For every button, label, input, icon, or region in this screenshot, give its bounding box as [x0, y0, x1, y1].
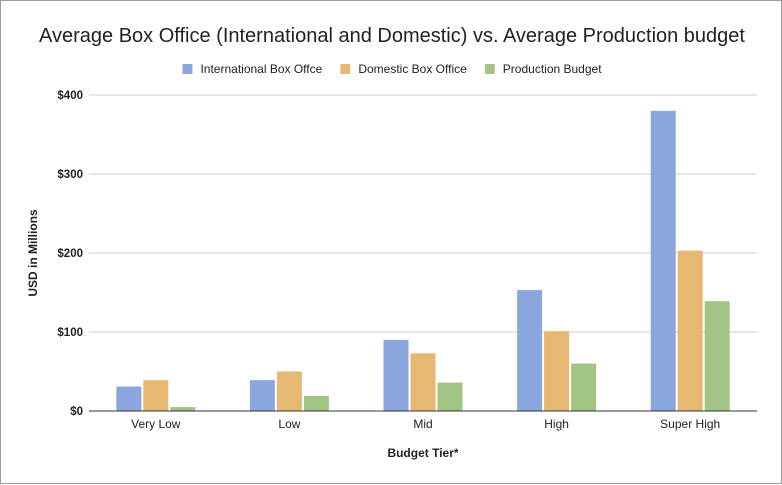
chart-title: Average Box Office (International and Do…: [39, 25, 745, 47]
bar-international-box-offce-super-high: [650, 110, 676, 412]
legend-swatch: [182, 64, 193, 74]
y-tick-label: $400: [57, 90, 83, 102]
gridlines: [89, 94, 757, 333]
bar-production-budget-super-high: [704, 301, 730, 411]
y-tick-label: $0: [70, 406, 83, 418]
bar-international-box-offce-high: [517, 290, 543, 411]
bar-domestic-box-office-low: [276, 371, 302, 411]
y-axis-ticks: $0 $100 $200 $300 $400: [57, 90, 83, 418]
bar-production-budget-high: [571, 363, 597, 411]
y-axis-label: USD in Millions: [26, 209, 40, 297]
y-tick-label: $100: [57, 327, 83, 339]
x-tick-label: Mid: [413, 417, 432, 431]
bar-production-budget-mid: [437, 382, 463, 411]
legend-swatch: [340, 64, 351, 74]
bar-international-box-offce-mid: [383, 339, 409, 411]
bar-production-budget-low: [303, 395, 329, 411]
x-axis-label: Budget Tier*: [387, 446, 458, 460]
legend-swatch: [484, 64, 495, 74]
legend-label: Domestic Box Office: [358, 62, 467, 76]
legend-label: Production Budget: [503, 62, 602, 76]
x-tick-label: Very Low: [131, 417, 181, 431]
bar-domestic-box-office-mid: [410, 353, 436, 411]
y-tick-label: $200: [57, 248, 83, 260]
bar-domestic-box-office-high: [544, 331, 570, 411]
legend-label: International Box Offce: [200, 62, 322, 76]
bar-international-box-offce-very-low: [116, 386, 142, 411]
bar-domestic-box-office-super-high: [677, 250, 703, 411]
x-tick-label: Low: [278, 417, 300, 431]
y-tick-label: $300: [57, 169, 83, 181]
bar-domestic-box-office-very-low: [143, 380, 169, 411]
bar-production-budget-very-low: [170, 407, 196, 411]
x-tick-label: High: [544, 417, 569, 431]
bars: [116, 110, 730, 412]
bar-international-box-offce-low: [249, 380, 275, 411]
x-tick-label: Super High: [660, 417, 720, 431]
legend: International Box Offce Domestic Box Offi…: [182, 62, 602, 76]
x-axis-ticks: Very Low Low Mid High Super High: [131, 417, 720, 431]
